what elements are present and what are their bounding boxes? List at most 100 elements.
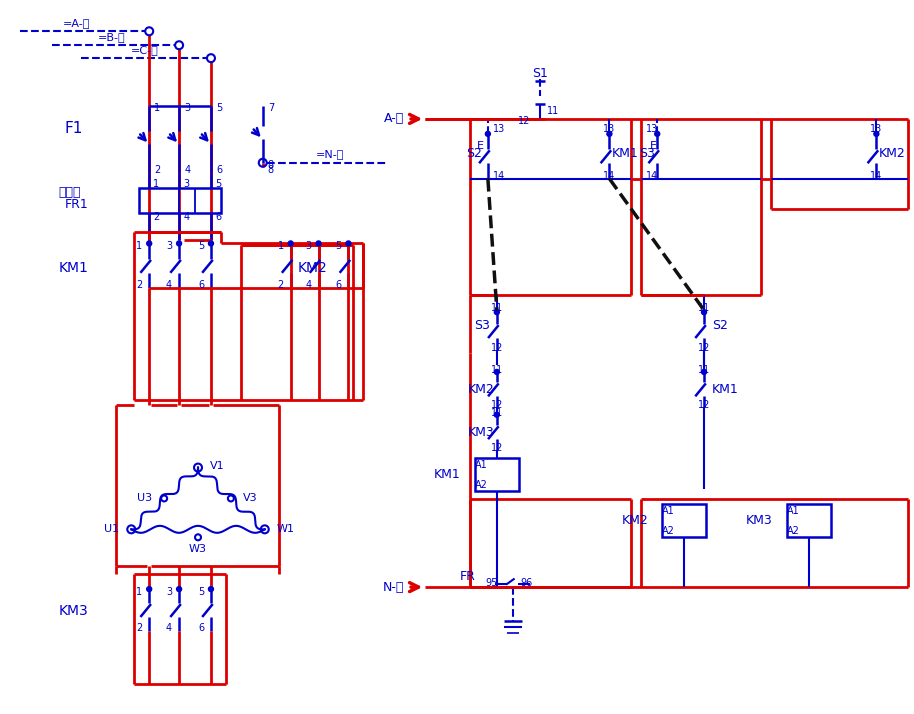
Circle shape bbox=[485, 131, 491, 136]
Text: F1: F1 bbox=[64, 121, 82, 136]
Text: 3: 3 bbox=[166, 587, 172, 597]
Text: 2: 2 bbox=[278, 281, 284, 291]
Text: 11: 11 bbox=[491, 365, 503, 375]
Circle shape bbox=[208, 587, 214, 592]
Circle shape bbox=[702, 310, 707, 315]
Text: 4: 4 bbox=[184, 165, 190, 175]
Text: 11: 11 bbox=[698, 365, 710, 375]
Text: 5: 5 bbox=[215, 178, 221, 188]
Text: 11: 11 bbox=[491, 408, 503, 418]
Text: A1: A1 bbox=[475, 460, 488, 470]
Circle shape bbox=[494, 412, 499, 417]
Text: A2: A2 bbox=[475, 481, 488, 491]
Text: 12: 12 bbox=[517, 116, 530, 126]
Text: 1: 1 bbox=[278, 241, 283, 251]
Text: W1: W1 bbox=[277, 524, 294, 534]
Text: 3: 3 bbox=[166, 241, 172, 251]
Circle shape bbox=[345, 241, 351, 246]
Text: U3: U3 bbox=[137, 493, 153, 503]
Text: V1: V1 bbox=[210, 461, 225, 471]
Text: 1: 1 bbox=[136, 241, 143, 251]
Text: 13: 13 bbox=[646, 124, 658, 134]
Text: A-相: A-相 bbox=[384, 112, 404, 126]
Text: A1: A1 bbox=[663, 506, 675, 516]
Circle shape bbox=[874, 131, 879, 136]
Text: 2: 2 bbox=[136, 623, 143, 633]
Text: KM3: KM3 bbox=[746, 514, 772, 527]
Circle shape bbox=[176, 241, 182, 246]
Text: 95: 95 bbox=[485, 578, 498, 588]
Text: 4: 4 bbox=[166, 281, 172, 291]
Text: 5: 5 bbox=[216, 103, 222, 113]
Text: 11: 11 bbox=[491, 303, 503, 313]
Text: 14: 14 bbox=[603, 171, 615, 181]
Text: 4: 4 bbox=[183, 211, 189, 221]
Text: U1: U1 bbox=[104, 524, 120, 534]
Text: 3: 3 bbox=[183, 178, 189, 188]
Text: 6: 6 bbox=[198, 623, 204, 633]
Text: 14: 14 bbox=[870, 171, 883, 181]
Text: 12: 12 bbox=[698, 400, 710, 410]
Text: 6: 6 bbox=[335, 281, 342, 291]
Circle shape bbox=[607, 131, 611, 136]
Text: 2: 2 bbox=[136, 281, 143, 291]
Circle shape bbox=[316, 241, 321, 246]
Text: KM3: KM3 bbox=[58, 604, 89, 618]
Text: S3: S3 bbox=[639, 147, 655, 161]
Bar bbox=[139, 188, 221, 213]
Text: KM2: KM2 bbox=[878, 147, 905, 161]
Text: =C-相: =C-相 bbox=[131, 45, 158, 55]
Text: E: E bbox=[476, 141, 484, 151]
Text: N-零: N-零 bbox=[383, 580, 404, 593]
Text: FR1: FR1 bbox=[65, 198, 89, 211]
Text: =B-相: =B-相 bbox=[98, 32, 125, 42]
Text: 5: 5 bbox=[197, 241, 204, 251]
Text: 12: 12 bbox=[491, 443, 503, 453]
Bar bbox=[663, 504, 706, 538]
Text: 6: 6 bbox=[215, 211, 221, 221]
Text: A2: A2 bbox=[663, 526, 675, 536]
Text: KM1: KM1 bbox=[611, 147, 638, 161]
Text: 13: 13 bbox=[603, 124, 615, 134]
Text: FR: FR bbox=[460, 570, 476, 583]
Text: 1: 1 bbox=[136, 587, 143, 597]
Bar bbox=[787, 504, 831, 538]
Text: 5: 5 bbox=[197, 587, 204, 597]
Text: 5: 5 bbox=[335, 241, 342, 251]
Bar bbox=[475, 458, 519, 491]
Text: E: E bbox=[650, 141, 657, 151]
Text: KM1: KM1 bbox=[712, 383, 739, 396]
Text: A2: A2 bbox=[787, 526, 800, 536]
Text: 11: 11 bbox=[547, 106, 558, 116]
Text: S2: S2 bbox=[466, 147, 482, 161]
Circle shape bbox=[147, 241, 152, 246]
Text: KM2: KM2 bbox=[298, 261, 327, 276]
Text: 3: 3 bbox=[184, 103, 190, 113]
Text: 12: 12 bbox=[698, 343, 710, 353]
Text: 12: 12 bbox=[491, 343, 503, 353]
Text: 13: 13 bbox=[870, 124, 883, 134]
Text: 14: 14 bbox=[646, 171, 658, 181]
Text: KM2: KM2 bbox=[468, 383, 494, 396]
Text: KM2: KM2 bbox=[622, 514, 648, 527]
Text: W3: W3 bbox=[189, 544, 207, 554]
Text: 热过载: 热过载 bbox=[58, 186, 80, 199]
Text: V3: V3 bbox=[243, 493, 258, 503]
Text: S3: S3 bbox=[474, 318, 490, 331]
Text: 4: 4 bbox=[166, 623, 172, 633]
Text: =N-零: =N-零 bbox=[316, 149, 345, 159]
Text: 1: 1 bbox=[154, 103, 160, 113]
Text: A1: A1 bbox=[787, 506, 800, 516]
Text: 6: 6 bbox=[198, 281, 204, 291]
Text: =A-相: =A-相 bbox=[63, 19, 90, 29]
Text: 14: 14 bbox=[493, 171, 505, 181]
Text: 7: 7 bbox=[268, 103, 274, 113]
Circle shape bbox=[208, 241, 214, 246]
Text: 8: 8 bbox=[268, 165, 274, 175]
Text: 13: 13 bbox=[493, 124, 505, 134]
Text: 6: 6 bbox=[216, 165, 222, 175]
Circle shape bbox=[494, 369, 499, 374]
Text: 2: 2 bbox=[154, 165, 161, 175]
Text: 12: 12 bbox=[491, 400, 503, 410]
Text: 4: 4 bbox=[305, 281, 312, 291]
